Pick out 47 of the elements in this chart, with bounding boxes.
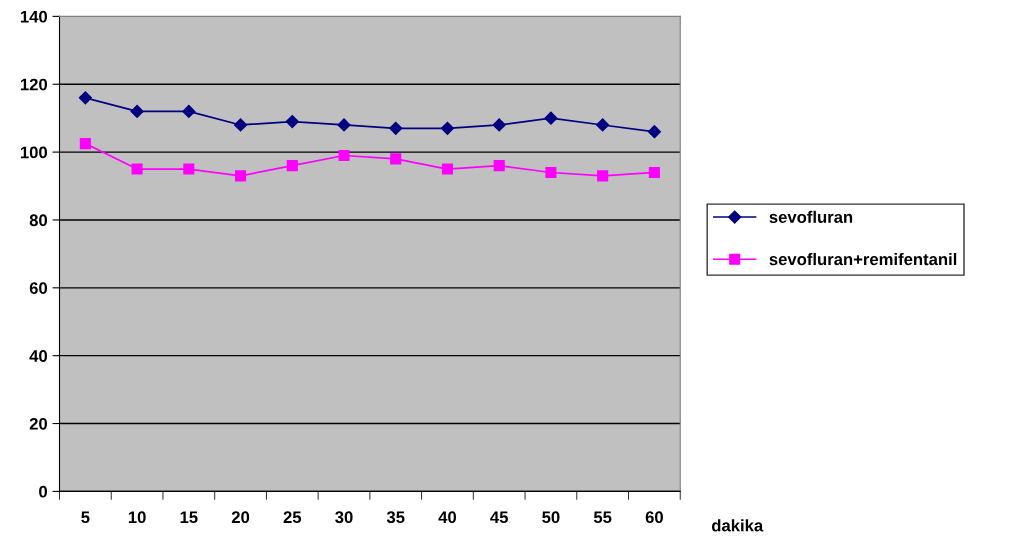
point — [597, 170, 609, 182]
y-tick-label: 100 — [20, 146, 48, 159]
point — [544, 111, 558, 125]
x-tick-label: 40 — [438, 511, 457, 524]
y-tick-label: 40 — [29, 350, 48, 362]
point — [285, 114, 299, 129]
point — [337, 118, 351, 132]
y-tick-label: 80 — [29, 214, 48, 227]
point — [647, 125, 661, 139]
x-tick-label: 60 — [645, 511, 663, 524]
point — [286, 160, 298, 172]
legend-label: sevofluran+remifentanil — [769, 252, 957, 266]
x-tick-label: 20 — [231, 511, 250, 524]
x-tick-label: 30 — [335, 511, 353, 524]
x-axis-title: dakika — [711, 519, 764, 532]
legend-label: sevofluran — [769, 210, 853, 224]
x-tick-label: 55 — [593, 511, 612, 524]
y-tick-label: 20 — [29, 417, 48, 430]
point — [596, 118, 610, 132]
x-tick-label: 35 — [386, 511, 405, 524]
x-tick-label: 25 — [283, 511, 302, 524]
x-tick-label: 15 — [180, 511, 198, 524]
point — [183, 163, 195, 175]
y-tick-label: 60 — [29, 282, 48, 295]
x-tick-label: 45 — [490, 511, 508, 524]
y-tick-label: 140 — [20, 10, 48, 23]
point — [130, 104, 144, 118]
x-tick-label: 5 — [81, 511, 90, 524]
point — [131, 163, 143, 175]
point — [233, 118, 248, 132]
point — [234, 170, 247, 182]
point — [182, 104, 196, 118]
point — [493, 160, 505, 172]
y-tick-label: 0 — [39, 485, 48, 498]
point — [79, 138, 91, 150]
point — [492, 118, 506, 132]
point — [390, 153, 402, 165]
point — [389, 121, 403, 135]
x-tick-label: 50 — [542, 511, 560, 524]
x-tick-label: 10 — [128, 511, 146, 524]
point — [78, 91, 92, 105]
point — [545, 166, 557, 179]
point — [441, 163, 454, 175]
point — [648, 166, 660, 179]
point — [440, 121, 455, 135]
point — [338, 149, 350, 162]
y-tick-label: 120 — [20, 78, 48, 91]
